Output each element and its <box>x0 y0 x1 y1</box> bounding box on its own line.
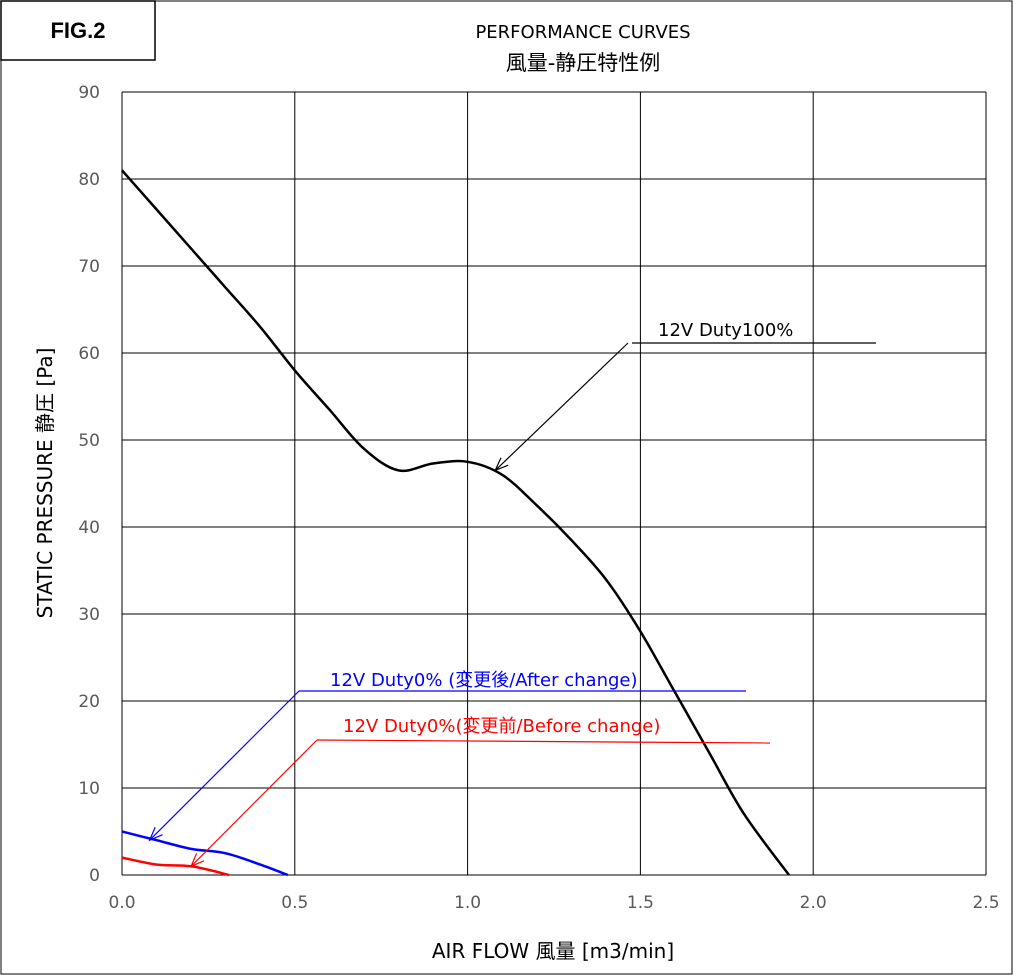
series-duty0-before-line <box>121 856 230 877</box>
x-tick-label: 1.0 <box>454 893 481 913</box>
series-duty0-after-line <box>121 830 289 877</box>
x-axis-ticks: 0.0 0.5 1.0 1.5 2.0 2.5 <box>108 893 999 913</box>
chart-subtitle: 風量-静圧特性例 <box>506 51 661 75</box>
series-duty100-line <box>121 169 791 876</box>
annotation-label: 12V Duty0% (変更後/After change) <box>330 670 638 691</box>
annotation-leader <box>190 739 318 867</box>
x-tick-label: 1.5 <box>627 893 654 913</box>
x-tick-label: 2.5 <box>972 893 999 913</box>
x-axis-title: AIR FLOW 風量 [m3/min] <box>432 939 674 963</box>
annotation-arrowhead <box>189 853 205 868</box>
annotation-label: 12V Duty100% <box>658 320 793 341</box>
figure-label: FIG.2 <box>50 18 105 43</box>
annotation-leader <box>494 342 629 471</box>
chart-title: PERFORMANCE CURVES <box>475 22 690 43</box>
y-tick-label: 0 <box>89 866 100 886</box>
y-tick-label: 10 <box>78 779 100 799</box>
y-tick-label: 70 <box>78 257 100 277</box>
series-lines <box>121 169 791 877</box>
figure-label-box <box>0 0 156 61</box>
annotation-label: 12V Duty0%(変更前/Before change) <box>343 716 660 737</box>
annotation-underline <box>316 739 771 744</box>
annotations: 12V Duty100% 12V Duty0% (変更後/After change… <box>148 320 876 868</box>
x-tick-label: 0.0 <box>108 893 135 913</box>
y-tick-label: 40 <box>78 518 100 538</box>
y-tick-label: 90 <box>78 83 100 103</box>
y-tick-label: 30 <box>78 605 100 625</box>
annotation-leader <box>149 690 300 841</box>
y-tick-label: 80 <box>78 170 100 190</box>
y-tick-label: 60 <box>78 344 100 364</box>
y-tick-label: 20 <box>78 692 100 712</box>
y-axis-title: STATIC PRESSURE 静圧 [Pa] <box>33 348 57 619</box>
annotation-arrowhead <box>494 457 509 472</box>
annotation-duty0-before: 12V Duty0%(変更前/Before change) <box>189 716 771 868</box>
y-tick-label: 50 <box>78 431 100 451</box>
grid <box>121 91 987 876</box>
annotation-duty100: 12V Duty100% <box>494 320 876 472</box>
y-axis-ticks: 0 10 20 30 40 50 60 70 80 90 <box>78 83 100 886</box>
x-tick-label: 2.0 <box>800 893 827 913</box>
annotation-duty0-after: 12V Duty0% (変更後/After change) <box>148 670 746 842</box>
x-tick-label: 0.5 <box>281 893 308 913</box>
annotation-arrowhead <box>148 827 163 842</box>
